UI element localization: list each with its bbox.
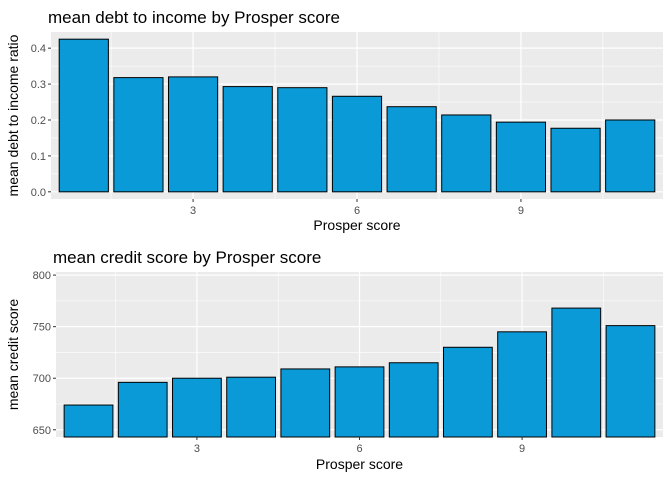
credit-bar xyxy=(443,346,493,438)
dti-bar xyxy=(441,114,492,193)
credit-score-chart-svg: 650 700 750 800 3 6 9 mean credit score by Pros… xyxy=(5,248,663,472)
debt-to-income-chart: 0.0 0.1 0.2 0.3 0.4 3 6 9 mean debt to income by… xyxy=(5,8,663,233)
credit-bar xyxy=(334,366,385,438)
credit-bar xyxy=(117,381,168,438)
dti-y-tick-label: 0.3 xyxy=(31,79,46,91)
dti-y-tick-label: 0.0 xyxy=(31,187,46,199)
credit-bar xyxy=(226,376,276,438)
dti-bar xyxy=(277,87,328,193)
dti-bar xyxy=(495,121,547,193)
dti-chart-title: mean debt to income by Prosper score xyxy=(48,8,340,27)
credit-chart-title: mean credit score by Prosper score xyxy=(53,248,321,267)
credit-bar xyxy=(497,331,547,438)
credit-y-tick-label: 700 xyxy=(33,373,51,385)
credit-x-tick-label: 9 xyxy=(519,443,525,455)
credit-bar xyxy=(388,362,439,438)
credit-y-axis-label: mean credit score xyxy=(5,299,21,410)
credit-bar xyxy=(63,404,114,438)
credit-bar xyxy=(172,377,222,438)
credit-x-axis-label: Prosper score xyxy=(316,456,403,472)
credit-y-tick-label: 800 xyxy=(33,270,51,282)
credit-x-tick-label: 3 xyxy=(194,443,200,455)
credit-y-tick-label: 750 xyxy=(33,322,51,334)
dti-bar xyxy=(605,119,656,193)
dti-bar xyxy=(222,86,273,193)
credit-bar xyxy=(605,325,656,438)
credit-bar xyxy=(280,368,331,438)
dti-y-tick-label: 0.2 xyxy=(31,115,46,127)
dti-bar xyxy=(167,76,219,193)
dti-bar xyxy=(113,77,164,193)
credit-y-tick-label: 650 xyxy=(33,425,51,437)
dti-bar xyxy=(386,106,437,193)
debt-to-income-chart-svg: 0.0 0.1 0.2 0.3 0.4 3 6 9 mean debt to income by… xyxy=(5,8,663,233)
credit-x-tick-label: 6 xyxy=(356,443,362,455)
dti-x-axis-label: Prosper score xyxy=(313,217,400,233)
dti-x-tick-label: 9 xyxy=(518,205,524,217)
dti-bar xyxy=(58,38,109,193)
dti-y-tick-label: 0.4 xyxy=(31,43,46,55)
dti-bar xyxy=(550,127,601,193)
dti-bar xyxy=(331,95,383,193)
credit-bar xyxy=(551,307,602,438)
dti-x-tick-label: 6 xyxy=(354,205,360,217)
dti-y-tick-label: 0.1 xyxy=(31,151,46,163)
dti-y-axis-label: mean debt to income ratio xyxy=(5,34,21,196)
credit-score-chart: 650 700 750 800 3 6 9 mean credit score by Pros… xyxy=(0,240,672,480)
dti-x-tick-label: 3 xyxy=(190,205,196,217)
